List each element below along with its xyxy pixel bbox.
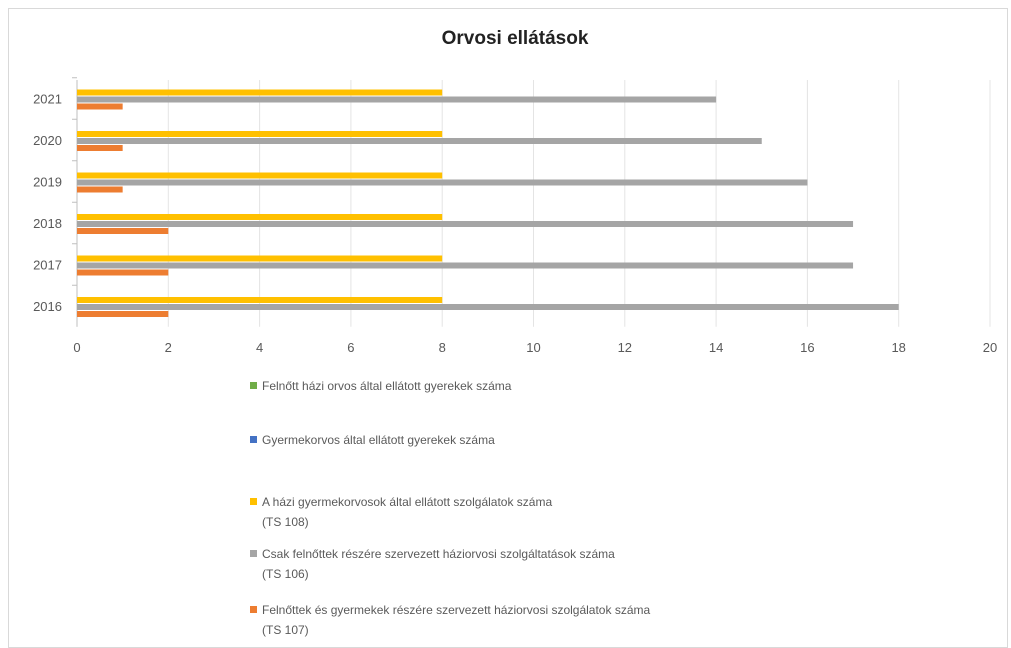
legend-label: Felnőttek és gyermekek részére szervezet… [262,603,651,617]
legend-swatch-yellow [250,498,257,505]
bar-ffc000-2017 [77,255,443,262]
legend-swatch-green [250,382,257,389]
legend-item-mixed-services: Felnőttek és gyermekek részére szervezet… [250,600,650,640]
x-tick-label: 8 [439,340,446,355]
y-tick-label: 2021 [33,92,62,107]
bar-ffc000-2019 [77,172,443,179]
legend-label: Felnőtt házi orvos által ellátott gyerek… [262,379,512,393]
bar-a5a5a5-2018 [77,221,854,227]
y-tick-label: 2017 [33,258,62,273]
legend-label: Csak felnőttek részére szervezett házior… [262,547,615,561]
legend-label: A házi gyermekorvosok által ellátott szo… [262,495,553,509]
bar-ed7d31-2018 [77,228,169,234]
bar-ed7d31-2017 [77,269,169,276]
legend-label-code: (TS 107) [262,623,309,637]
x-tick-label: 2 [165,340,172,355]
bar-ed7d31-2019 [77,186,123,193]
bar-ed7d31-2016 [77,311,169,317]
x-tick-label: 10 [526,340,540,355]
x-tick-label: 18 [891,340,905,355]
y-tick-label: 2016 [33,299,62,314]
legend-label-code: (TS 108) [262,515,309,529]
x-tick-label: 16 [800,340,814,355]
legend-item-pediatric-services: A házi gyermekorvosok által ellátott szo… [250,492,552,532]
bar-ffc000-2020 [77,131,443,137]
legend-swatch-orange [250,606,257,613]
chart-plot: 0 2 4 6 8 10 12 14 16 18 20 2016 2017 2018 2019 2020 202… [33,77,997,355]
x-tick-label: 4 [256,340,263,355]
bar-ed7d31-2021 [77,103,123,110]
x-tick-label: 20 [983,340,997,355]
x-tick-label: 14 [709,340,723,355]
x-tick-label: 6 [347,340,354,355]
legend-item-pediatrician-children: Gyermekorvos által ellátott gyerekek szá… [250,430,495,450]
chart-title: Orvosi ellátások [441,28,589,49]
legend-label-code: (TS 106) [262,567,309,581]
bar-a5a5a5-2016 [77,304,899,310]
legend-swatch-blue [250,436,257,443]
bar-a5a5a5-2019 [77,179,808,186]
bar-ed7d31-2020 [77,145,123,151]
y-tick-label: 2020 [33,133,62,148]
x-tick-label: 12 [618,340,632,355]
bar-a5a5a5-2020 [77,138,762,144]
legend-item-adult-gp-children: Felnőtt házi orvos által ellátott gyerek… [250,376,511,396]
bar-ffc000-2016 [77,297,443,303]
x-tick-label: 0 [73,340,80,355]
bar-ffc000-2018 [77,214,443,220]
bar-ffc000-2021 [77,89,443,96]
bar-a5a5a5-2017 [77,262,854,269]
legend-label: Gyermekorvos által ellátott gyerekek szá… [262,433,495,447]
y-tick-label: 2018 [33,216,62,231]
bar-a5a5a5-2021 [77,96,717,103]
legend-swatch-gray [250,550,257,557]
legend-item-adult-services: Csak felnőttek részére szervezett házior… [250,544,615,584]
chart-frame [8,8,1008,648]
y-tick-label: 2019 [33,175,62,190]
